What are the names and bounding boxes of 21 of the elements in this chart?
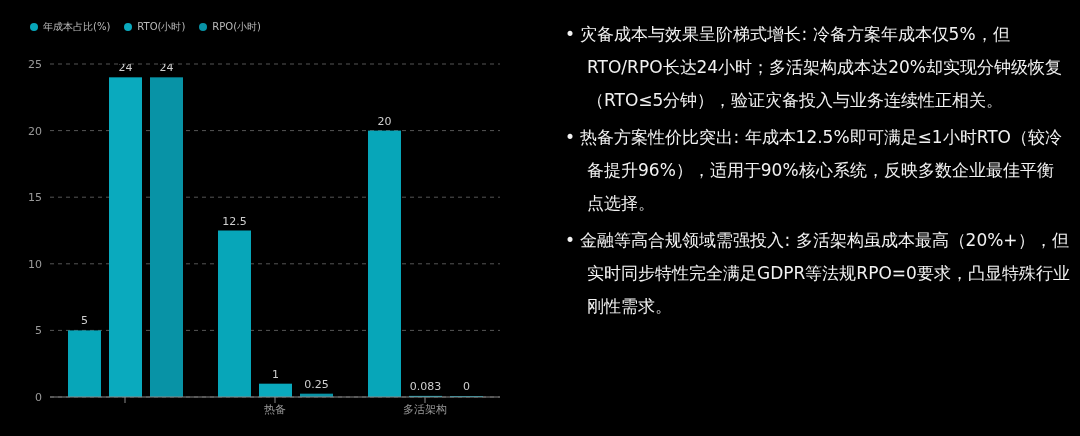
legend-label: RTO(小时) [136, 20, 186, 34]
x-tick-label: 多活架构 [403, 402, 447, 416]
data-label: 12.5 [222, 214, 247, 228]
x-tick-label: 热备 [264, 402, 286, 416]
legend-label: RPO(小时) [211, 20, 261, 34]
y-tick-label: 25 [28, 57, 42, 71]
text: • 热备方案性价比突出: 年成本12.5%即可满足≤1小时RTO（较冷备提升96%），适用于90%核心系统，反映多数企业最佳平衡点选择。 [565, 126, 1063, 215]
text: • 金融等高合规领域需强投入: 多活架构虽成本最高（20%+），但实时同步特性完全满足GDPR等法规RPO=0要求，凸显特殊行业刚性需求。 [565, 229, 1070, 318]
data-label: 0.25 [304, 377, 329, 391]
y-tick-label: 15 [28, 191, 42, 205]
data-label: 5 [81, 314, 88, 328]
data-label: 1 [272, 367, 279, 381]
y-tick-label: 0 [35, 390, 42, 404]
data-label: 0.083 [409, 379, 442, 393]
text: • 灾备成本与效果呈阶梯式增长: 冷备方案年成本仅5%，但RTO/RPO长达24小时；多活架构成本达20%却实现分钟级恢复（RTO≤5分钟），验证灾备投入与业务连续性正相关。 [565, 23, 1063, 112]
data-label: 0 [463, 380, 470, 393]
y-tick-label: 20 [28, 124, 42, 138]
y-tick-label: 5 [35, 324, 42, 338]
y-tick-label: 10 [28, 257, 42, 271]
data-label: 20 [377, 114, 392, 128]
legend-label: 年成本占比(%) [42, 20, 111, 34]
